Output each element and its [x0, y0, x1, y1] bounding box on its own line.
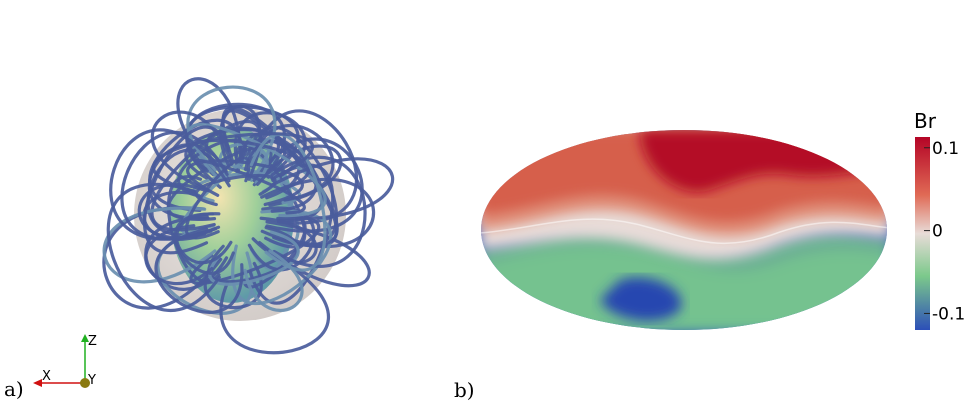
- axis-label-x: X: [42, 369, 51, 384]
- field-line: [144, 224, 214, 286]
- field-line: [270, 155, 367, 268]
- field-line: [106, 182, 221, 313]
- axes-triad: X Y Z: [33, 334, 97, 388]
- field-line: [231, 209, 333, 306]
- field-line: [270, 157, 395, 221]
- field-line: [151, 132, 314, 194]
- colorbar-tick-label: 0.1: [932, 139, 959, 159]
- field-lines: [102, 77, 395, 355]
- axis-label-y: Y: [87, 373, 96, 388]
- field-line: [102, 206, 217, 284]
- field-line: [175, 212, 233, 265]
- colorbar-tick-label: 0: [932, 222, 943, 242]
- field-line: [189, 213, 321, 285]
- field-line: [257, 220, 371, 288]
- colorbar-tick-label: -0.1: [932, 304, 965, 324]
- colorbar: Br -0.1 0 0.1: [914, 109, 965, 330]
- panel-label: b): [454, 378, 475, 402]
- field-line: [249, 133, 327, 272]
- field-line: [219, 256, 330, 355]
- field-line: [154, 227, 244, 314]
- field-line: [194, 173, 277, 207]
- field-line: [143, 125, 234, 255]
- axis-label-z: Z: [88, 334, 97, 349]
- colorbar-title: Br: [914, 109, 937, 133]
- colorbar-ramp: [915, 137, 930, 330]
- br-map: [481, 130, 887, 330]
- panel-label: a): [4, 377, 24, 401]
- field-line: [187, 138, 310, 191]
